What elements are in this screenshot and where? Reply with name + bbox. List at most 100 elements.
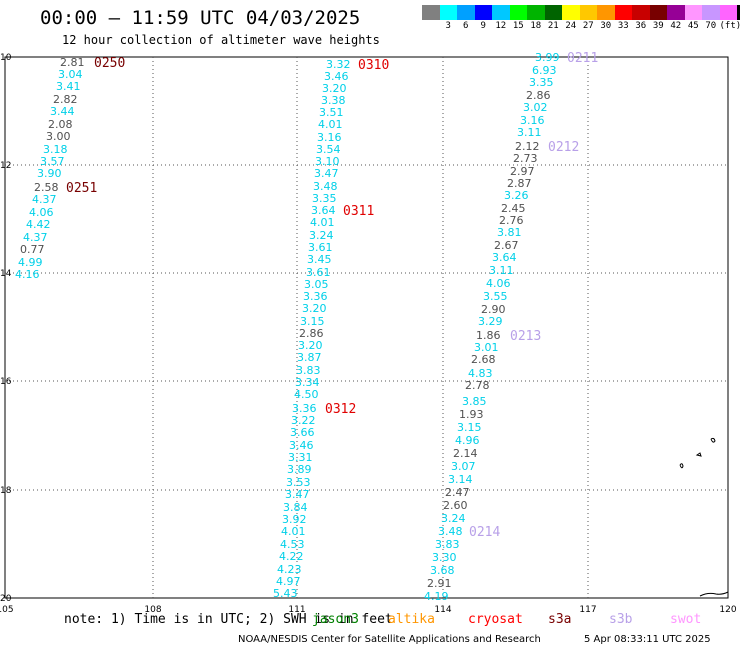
colorbar-label: 18: [530, 21, 542, 31]
colorbar-swatch: [702, 5, 720, 20]
wave-height-value: 3.16: [520, 114, 545, 127]
wave-height-value: 3.15: [457, 421, 482, 434]
wave-height-value: 3.24: [441, 512, 466, 525]
wave-height-value: 4.19: [424, 590, 449, 603]
colorbar-swatch: [579, 5, 597, 20]
wave-height-value: 3.20: [322, 82, 347, 95]
wave-height-value: 2.45: [501, 202, 526, 215]
map-subtitle: 12 hour collection of altimeter wave hei…: [62, 33, 380, 47]
wave-height-value: 3.85: [462, 395, 487, 408]
wave-height-value: 3.36: [292, 402, 317, 415]
satellite-legend-item: swot: [670, 612, 702, 627]
lon-tick-label: 108: [144, 605, 161, 615]
wave-height-value: 4.83: [468, 367, 493, 380]
wave-height-value: 3.29: [478, 315, 503, 328]
wave-height-value: 3.18: [43, 143, 68, 156]
wave-height-value: 2.58: [34, 181, 59, 194]
wave-height-value: 2.47: [445, 486, 470, 499]
wave-height-value: 3.16: [317, 131, 342, 144]
wave-height-value: 3.35: [529, 76, 554, 89]
colorbar-label: 15: [512, 21, 524, 31]
wave-height-value: 3.92: [282, 513, 307, 526]
wave-height-value: 3.14: [448, 473, 473, 486]
colorbar-swatch: [422, 5, 440, 20]
colorbar-label: 3: [445, 21, 451, 31]
wave-height-value: 3.64: [311, 204, 336, 217]
wave-height-value: 3.45: [307, 253, 332, 266]
wave-height-value: 3.48: [313, 180, 338, 193]
wave-height-value: 3.68: [430, 564, 455, 577]
lon-tick-label: 105: [0, 605, 14, 615]
wave-height-value: 3.47: [314, 167, 339, 180]
wave-height-value: 2.14: [453, 447, 478, 460]
wave-height-value: 3.04: [58, 68, 83, 81]
colorbar-label: 39: [652, 21, 664, 31]
colorbar-label: 27: [582, 21, 594, 31]
track-time-label: 0212: [548, 140, 579, 155]
wave-height-value: 4.42: [26, 218, 51, 231]
wave-height-value: 5.43: [273, 587, 298, 600]
colorbar-swatch: [439, 5, 457, 20]
colorbar-swatch: [509, 5, 527, 20]
wave-height-value: 3.44: [50, 105, 75, 118]
wave-height-value: 3.61: [306, 266, 331, 279]
wave-height-value: 3.26: [504, 189, 529, 202]
wave-height-value: 3.81: [497, 226, 522, 239]
wave-height-value: 3.84: [283, 501, 308, 514]
track-time-label: 0211: [567, 51, 598, 66]
wave-height-value: 6.93: [532, 64, 557, 77]
colorbar-label: 24: [565, 21, 577, 31]
wave-height-value: 2.91: [427, 577, 452, 590]
credit-text: NOAA/NESDIS Center for Satellite Applica…: [238, 634, 541, 645]
wave-height-value: 4.53: [280, 538, 305, 551]
colorbar-label: 30: [600, 21, 612, 31]
coastline: [699, 591, 729, 597]
colorbar-swatch: [492, 5, 510, 20]
colorbar-swatch: [684, 5, 702, 20]
wave-height-value: 3.89: [287, 463, 312, 476]
wave-height-value: 3.11: [517, 126, 542, 139]
colorbar-label: 45: [687, 21, 699, 31]
satellite-legend-item: jason3: [312, 612, 359, 627]
wave-height-value: 3.66: [290, 426, 315, 439]
wave-height-value: 2.68: [471, 353, 496, 366]
track-time-label: 0310: [358, 58, 389, 73]
wave-height-value: 3.11: [489, 264, 514, 277]
wave-height-value: 4.23: [277, 563, 302, 576]
map-frame: [4, 56, 729, 599]
lat-tick-label: 10: [0, 53, 12, 63]
lon-tick-label: 114: [434, 605, 451, 615]
footer-note: note: 1) Time is in UTC; 2) SWH is in fe…: [64, 612, 393, 627]
wave-height-value: 2.87: [507, 177, 532, 190]
wave-height-value: 3.90: [37, 167, 62, 180]
lat-tick-label: 16: [0, 377, 12, 387]
wave-height-value: 3.02: [523, 101, 548, 114]
wave-height-value: 3.83: [435, 538, 460, 551]
wave-height-value: 3.54: [316, 143, 341, 156]
colorbar-swatch: [457, 5, 475, 20]
wave-height-value: 3.46: [324, 70, 349, 83]
lon-tick-label: 117: [579, 605, 596, 615]
colorbar-label: 42: [670, 21, 682, 31]
wave-height-value: 2.97: [510, 165, 535, 178]
wave-height-value: 2.86: [299, 327, 324, 340]
wave-height-value: 1.86: [476, 329, 501, 342]
wave-height-value: 3.48: [438, 525, 463, 538]
wave-height-value: 3.87: [297, 351, 322, 364]
colorbar-swatch: [667, 5, 685, 20]
track-time-label: 0251: [66, 181, 97, 196]
wave-height-value: 3.07: [451, 460, 476, 473]
wave-height-value: 3.24: [309, 229, 334, 242]
colorbar-label: 6: [463, 21, 469, 31]
colorbar-label: 33: [617, 21, 629, 31]
colorbar-label: 70: [705, 21, 717, 31]
wave-height-value: 3.34: [295, 376, 320, 389]
wave-height-value: 2.67: [494, 239, 519, 252]
wave-height-value: 4.06: [29, 206, 54, 219]
wave-height-value: 1.93: [459, 408, 484, 421]
colorbar-swatch: [632, 5, 650, 20]
wave-height-value: 3.15: [300, 315, 325, 328]
wave-height-value: 3.51: [319, 106, 344, 119]
lon-tick-label: 111: [288, 605, 305, 615]
wave-height-value: 3.01: [474, 341, 499, 354]
